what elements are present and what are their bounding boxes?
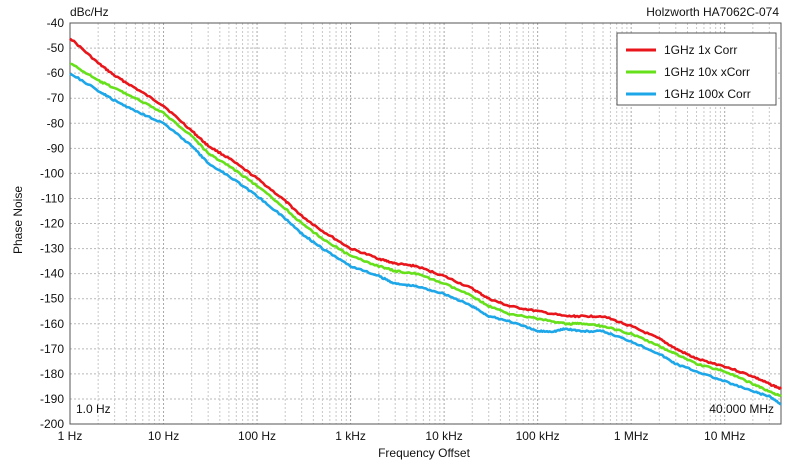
- series-line-1: [69, 37, 783, 390]
- plot-frame: [69, 22, 782, 425]
- legend-entry-3: 1GHz 100x Corr: [664, 87, 751, 101]
- y-axis-label: Phase Noise: [11, 186, 25, 254]
- y-tick-label: -170: [40, 342, 64, 356]
- x-tick-label: 1 MHz: [614, 429, 649, 443]
- x-tick-label: 100 Hz: [238, 429, 276, 443]
- grid: [69, 22, 782, 425]
- x-axis-label: Frequency Offset: [378, 446, 470, 460]
- y-tick-label: -160: [40, 317, 64, 331]
- y-tick-label: -120: [40, 217, 64, 231]
- x-tick-label: 10 kHz: [425, 429, 462, 443]
- x-axis-ticks: 1 Hz 10 Hz 100 Hz 1 kHz 10 kHz 100 kHz 1 MHz 10…: [58, 429, 746, 443]
- y-tick-label: -80: [47, 116, 65, 130]
- y-tick-label: -140: [40, 267, 64, 281]
- legend-entry-2: 1GHz 10x xCorr: [664, 65, 750, 79]
- stop-frequency-label: 40.000 MHz: [709, 402, 774, 416]
- y-axis-ticks: -40 -50 -60 -70 -80 -90 -100 -110 -120 -130 -140 -1…: [40, 16, 64, 431]
- y-tick-label: -150: [40, 292, 64, 306]
- x-tick-label: 1 Hz: [58, 429, 83, 443]
- y-tick-label: -70: [47, 91, 65, 105]
- start-frequency-label: 1.0 Hz: [76, 402, 111, 416]
- legend-entry-1: 1GHz 1x Corr: [664, 43, 737, 57]
- legend: 1GHz 1x Corr 1GHz 10x xCorr 1GHz 100x Corr: [616, 32, 777, 106]
- y-tick-label: -60: [47, 66, 65, 80]
- x-tick-label: 10 Hz: [148, 429, 179, 443]
- y-tick-label: -90: [47, 141, 65, 155]
- y-tick-label: -200: [40, 417, 64, 431]
- y-tick-label: -50: [47, 41, 65, 55]
- y-tick-label: -110: [41, 191, 64, 205]
- series-line-3: [69, 72, 782, 406]
- x-tick-label: 100 kHz: [516, 429, 560, 443]
- series-group: [69, 37, 783, 406]
- x-tick-label: 10 MHz: [704, 429, 745, 443]
- unit-label: dBc/Hz: [70, 5, 109, 19]
- y-tick-label: -180: [40, 367, 64, 381]
- y-tick-label: -190: [40, 392, 64, 406]
- series-line-2: [69, 62, 782, 398]
- x-tick-label: 1 kHz: [335, 429, 366, 443]
- y-tick-label: -40: [47, 16, 65, 30]
- y-tick-label: -100: [40, 166, 64, 180]
- chart-title: Holzworth HA7062C-074: [646, 5, 779, 19]
- y-tick-label: -130: [40, 242, 64, 256]
